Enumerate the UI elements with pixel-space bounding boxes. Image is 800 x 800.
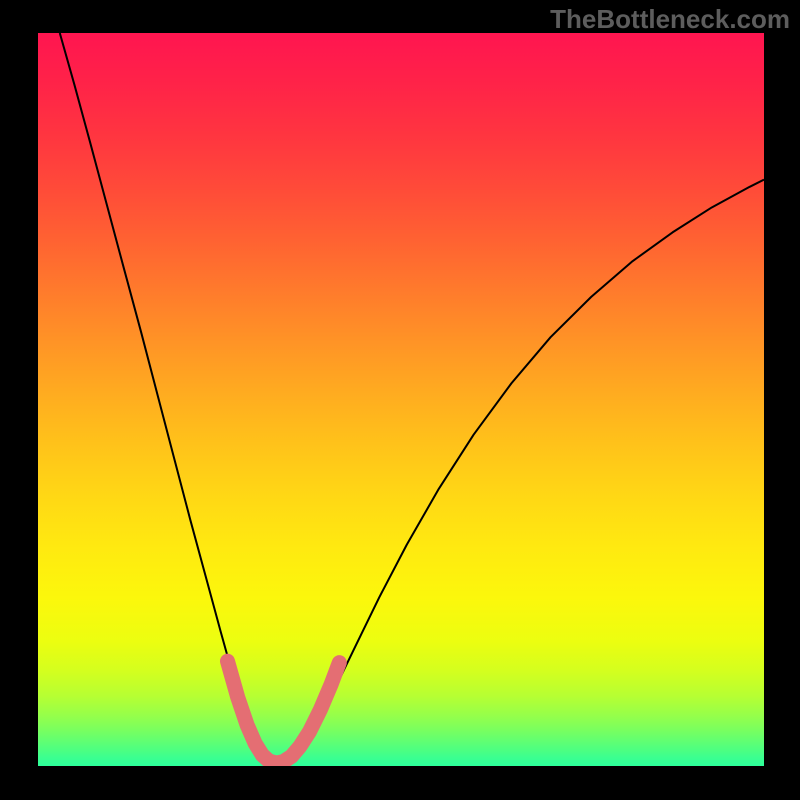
outer-frame: TheBottleneck.com bbox=[0, 0, 800, 800]
plot-area bbox=[38, 33, 764, 766]
watermark-text: TheBottleneck.com bbox=[550, 4, 790, 35]
bottleneck-chart-svg bbox=[38, 33, 764, 766]
gradient-background bbox=[38, 33, 764, 766]
